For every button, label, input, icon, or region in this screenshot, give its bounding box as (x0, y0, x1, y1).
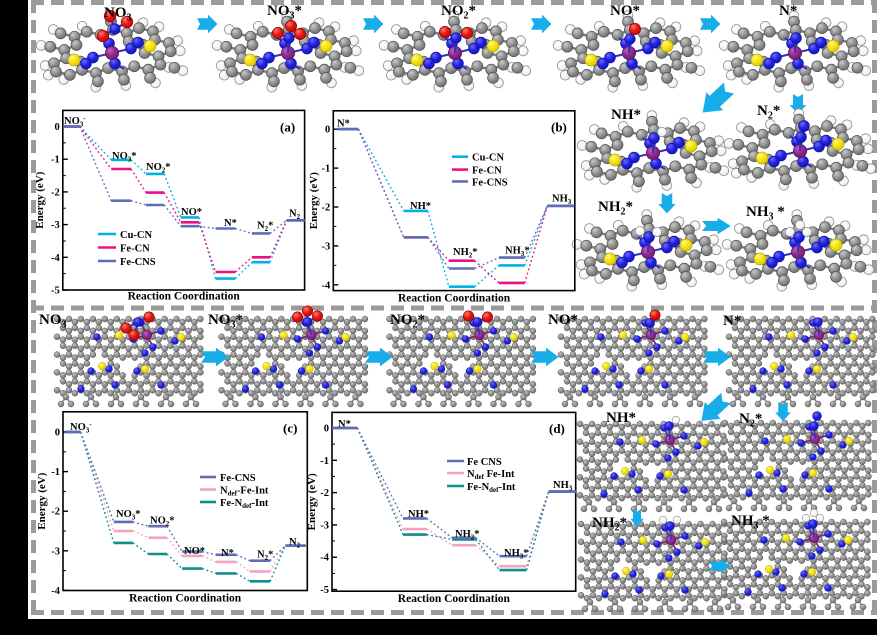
svg-text:(a): (a) (280, 120, 295, 135)
svg-text:0: 0 (55, 122, 60, 133)
svg-text:-3: -3 (51, 546, 60, 557)
svg-text:-2: -2 (320, 488, 329, 499)
svg-text:Cu-CN: Cu-CN (472, 153, 505, 164)
svg-text:NH3*: NH3* (504, 548, 529, 560)
svg-text:Energy (eV): Energy (eV) (36, 472, 48, 529)
svg-text:N*: N* (221, 548, 234, 559)
svg-text:-5: -5 (51, 286, 60, 297)
svg-text:NH2*: NH2* (598, 199, 633, 217)
svg-text:NO*: NO* (184, 546, 205, 557)
svg-text:N2*: N2* (739, 411, 762, 429)
svg-text:(d): (d) (549, 421, 565, 436)
svg-text:Fe-CNS: Fe-CNS (472, 177, 508, 188)
svg-text:N*: N* (338, 419, 351, 430)
svg-text:NO*: NO* (610, 3, 640, 19)
svg-text:Fe-Ndef-Int: Fe-Ndef-Int (220, 498, 269, 510)
svg-text:-3: -3 (322, 241, 331, 252)
svg-text:Fe CNS: Fe CNS (467, 457, 502, 468)
svg-text:Energy (eV): Energy (eV) (308, 172, 320, 229)
svg-text:-4: -4 (322, 280, 331, 291)
svg-text:-4: -4 (320, 553, 329, 564)
svg-text:N2*: N2* (757, 103, 780, 121)
svg-text:NH3 *: NH3 * (746, 204, 785, 222)
svg-text:NH3 *: NH3 * (731, 513, 770, 531)
svg-text:NO2*: NO2* (390, 312, 425, 330)
svg-text:NO3*: NO3* (208, 312, 243, 330)
svg-text:N2: N2 (289, 537, 301, 549)
svg-text:Reaction Coordination: Reaction Coordination (398, 293, 511, 305)
svg-text:NO3: NO3 (39, 312, 67, 330)
svg-text:NO3: NO3 (104, 5, 132, 23)
svg-text:-4: -4 (51, 586, 60, 597)
svg-text:NO3*: NO3* (112, 151, 137, 163)
svg-text:-1: -1 (322, 164, 331, 175)
svg-text:0: 0 (325, 125, 330, 136)
svg-text:NO2*: NO2* (441, 3, 476, 21)
svg-text:NH3: NH3 (552, 194, 572, 206)
svg-text:-3: -3 (320, 520, 329, 531)
svg-text:Reaction Coordination: Reaction Coordination (398, 593, 511, 605)
svg-text:NH3: NH3 (553, 480, 573, 492)
svg-text:NO2*: NO2* (150, 516, 175, 528)
svg-text:-1: -1 (51, 467, 60, 478)
svg-text:-2: -2 (51, 507, 60, 518)
svg-text:Fe-CN: Fe-CN (472, 165, 502, 176)
svg-text:-1: -1 (320, 456, 329, 467)
svg-text:N2: N2 (289, 209, 301, 221)
svg-text:(c): (c) (283, 421, 297, 436)
svg-text:Fe-CN: Fe-CN (120, 243, 150, 254)
svg-text:-5: -5 (320, 585, 329, 596)
svg-text:Reaction Coordination: Reaction Coordination (129, 593, 242, 605)
svg-text:NO3*: NO3* (116, 509, 141, 521)
svg-text:Ndef Fe-Int: Ndef Fe-Int (467, 469, 515, 481)
svg-text:NH2*: NH2* (455, 529, 480, 541)
svg-text:N*: N* (224, 218, 237, 229)
svg-text:NO3-: NO3- (64, 114, 86, 128)
svg-text:-3: -3 (51, 220, 60, 231)
svg-text:N2*: N2* (257, 550, 273, 562)
svg-text:0: 0 (324, 424, 329, 435)
svg-text:NH*: NH* (606, 410, 636, 426)
svg-text:-2: -2 (322, 203, 331, 214)
svg-text:NH2*: NH2* (592, 515, 627, 533)
svg-text:(b): (b) (551, 120, 567, 135)
svg-text:Reaction Coordination: Reaction Coordination (128, 291, 241, 303)
svg-text:NH*: NH* (408, 509, 429, 520)
svg-text:NO2*: NO2* (146, 162, 171, 174)
svg-text:NO*: NO* (181, 207, 202, 218)
svg-text:NH*: NH* (611, 107, 641, 123)
svg-text:NO3-: NO3- (70, 420, 92, 434)
svg-text:NH3*: NH3* (505, 246, 530, 258)
svg-text:Fe-CNS: Fe-CNS (220, 473, 256, 484)
svg-text:NO3*: NO3* (267, 3, 302, 21)
svg-text:Ndef-Fe-Int: Ndef-Fe-Int (220, 485, 269, 497)
svg-text:N*: N* (337, 119, 350, 130)
svg-text:-1: -1 (51, 155, 60, 166)
svg-text:NH2*: NH2* (453, 247, 478, 259)
svg-text:0: 0 (55, 428, 60, 439)
svg-text:Fe-Ndef-Int: Fe-Ndef-Int (467, 482, 516, 494)
svg-text:Energy (eV): Energy (eV) (34, 171, 46, 228)
svg-text:-2: -2 (51, 187, 60, 198)
svg-text:Energy (eV): Energy (eV) (306, 473, 318, 530)
svg-text:-4: -4 (51, 253, 60, 264)
svg-text:Cu-CN: Cu-CN (120, 230, 153, 241)
svg-text:N2*: N2* (257, 221, 273, 233)
svg-text:NO*: NO* (548, 312, 578, 328)
svg-text:N*: N* (779, 3, 797, 19)
svg-text:NH*: NH* (410, 201, 431, 212)
svg-text:N*: N* (723, 313, 741, 329)
svg-text:Fe-CNS: Fe-CNS (120, 257, 156, 268)
